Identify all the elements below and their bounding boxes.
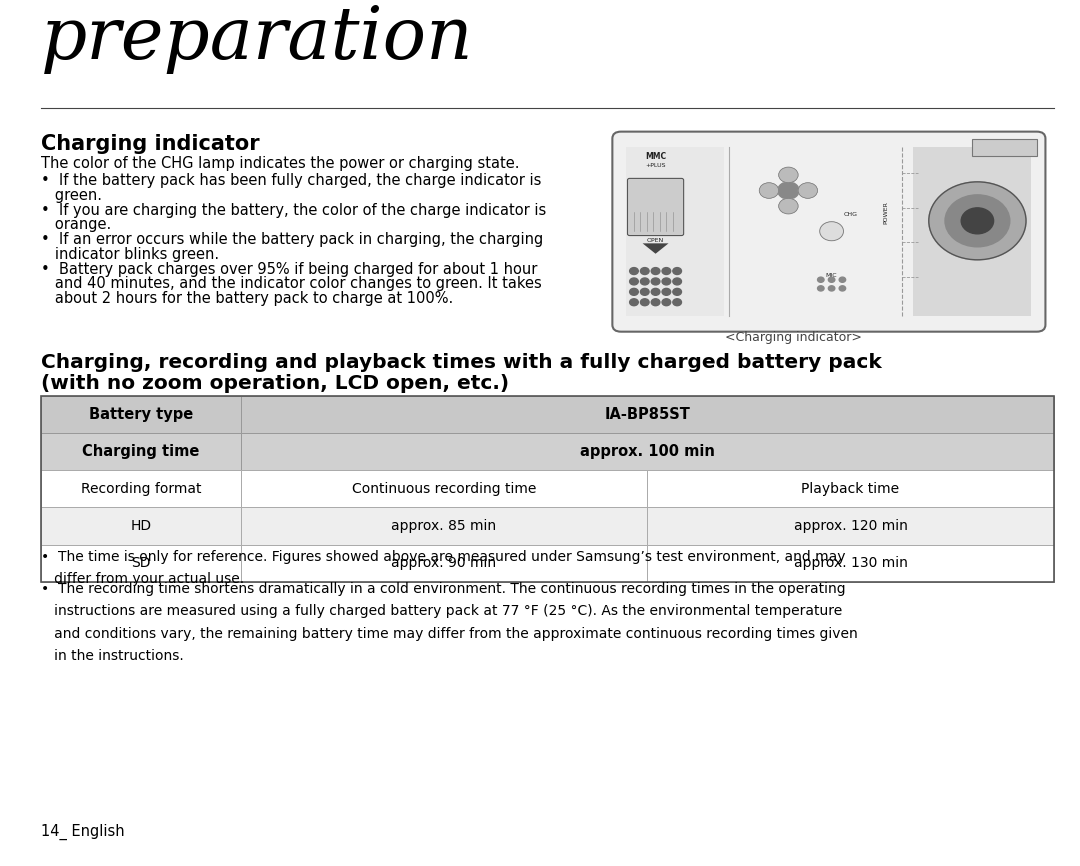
Bar	[41, 507, 241, 545]
Text: POWER: POWER	[883, 201, 888, 223]
Text: and 40 minutes, and the indicator color changes to green. It takes: and 40 minutes, and the indicator color …	[41, 276, 542, 291]
Text: instructions are measured using a fully charged battery pack at 77 °F (25 °C). A: instructions are measured using a fully …	[41, 604, 842, 618]
Text: 14_ English: 14_ English	[41, 824, 124, 840]
Circle shape	[651, 278, 660, 285]
Circle shape	[673, 288, 681, 295]
Bar	[41, 545, 241, 582]
Circle shape	[630, 278, 638, 285]
Text: orange.: orange.	[41, 217, 111, 232]
FancyBboxPatch shape	[612, 132, 1045, 332]
Polygon shape	[643, 243, 669, 254]
Bar	[647, 470, 1054, 507]
Circle shape	[640, 288, 649, 295]
Bar	[972, 139, 1037, 156]
Text: +PLUS: +PLUS	[646, 163, 665, 168]
Text: indicator blinks green.: indicator blinks green.	[41, 247, 219, 262]
Circle shape	[640, 268, 649, 275]
Circle shape	[651, 299, 660, 306]
Circle shape	[673, 278, 681, 285]
Bar	[241, 433, 1054, 470]
Text: Playback time: Playback time	[801, 481, 900, 496]
Text: approx. 100 min: approx. 100 min	[580, 444, 715, 459]
Text: CHG: CHG	[845, 212, 858, 217]
Text: approx. 85 min: approx. 85 min	[391, 519, 497, 533]
Text: about 2 hours for the battery pack to charge at 100%.: about 2 hours for the battery pack to ch…	[41, 291, 454, 306]
Text: Charging, recording and playback times with a fully charged battery pack: Charging, recording and playback times w…	[41, 353, 881, 372]
Circle shape	[662, 268, 671, 275]
Bar	[241, 470, 647, 507]
Bar	[241, 507, 647, 545]
Text: •  The recording time shortens dramatically in a cold environment. The continuou: • The recording time shortens dramatical…	[41, 582, 846, 596]
Circle shape	[779, 167, 798, 183]
Text: IA-BP85ST: IA-BP85ST	[605, 407, 690, 422]
Circle shape	[839, 286, 846, 291]
Text: The color of the CHG lamp indicates the power or charging state.: The color of the CHG lamp indicates the …	[41, 156, 519, 171]
Circle shape	[759, 183, 779, 198]
Circle shape	[945, 195, 1010, 247]
Circle shape	[640, 299, 649, 306]
Text: approx. 90 min: approx. 90 min	[391, 556, 497, 571]
Text: Battery type: Battery type	[89, 407, 193, 422]
Bar	[626, 147, 724, 316]
Circle shape	[662, 288, 671, 295]
Text: HD: HD	[131, 519, 151, 533]
Text: Recording format: Recording format	[81, 481, 201, 496]
Circle shape	[630, 288, 638, 295]
Circle shape	[630, 299, 638, 306]
Text: in the instructions.: in the instructions.	[41, 650, 184, 663]
Circle shape	[662, 278, 671, 285]
Circle shape	[673, 299, 681, 306]
Circle shape	[929, 182, 1026, 260]
Text: and conditions vary, the remaining battery time may differ from the approximate : and conditions vary, the remaining batte…	[41, 627, 858, 641]
Text: preparation: preparation	[41, 3, 474, 74]
Circle shape	[798, 183, 818, 198]
Circle shape	[818, 277, 824, 282]
Text: approx. 120 min: approx. 120 min	[794, 519, 907, 533]
FancyBboxPatch shape	[627, 178, 684, 236]
Text: •  If the battery pack has been fully charged, the charge indicator is: • If the battery pack has been fully cha…	[41, 173, 541, 188]
Circle shape	[651, 288, 660, 295]
Circle shape	[839, 277, 846, 282]
Bar	[647, 545, 1054, 582]
Text: •  If you are charging the battery, the color of the charge indicator is: • If you are charging the battery, the c…	[41, 203, 546, 217]
Circle shape	[651, 268, 660, 275]
Circle shape	[630, 268, 638, 275]
Bar	[647, 507, 1054, 545]
Circle shape	[779, 198, 798, 214]
Text: SD: SD	[131, 556, 151, 571]
Text: •  If an error occurs while the battery pack in charging, the charging: • If an error occurs while the battery p…	[41, 232, 543, 247]
Text: •  The time is only for reference. Figures showed above are measured under Samsu: • The time is only for reference. Figure…	[41, 550, 846, 564]
Bar	[241, 396, 1054, 433]
Circle shape	[828, 277, 835, 282]
Text: MIC: MIC	[826, 273, 837, 278]
Text: Continuous recording time: Continuous recording time	[352, 481, 536, 496]
Text: approx. 130 min: approx. 130 min	[794, 556, 907, 571]
Text: Charging indicator: Charging indicator	[41, 134, 259, 154]
Text: <Charging indicator>: <Charging indicator>	[726, 331, 862, 344]
Text: •  Battery pack charges over 95% if being charged for about 1 hour: • Battery pack charges over 95% if being…	[41, 262, 538, 276]
Circle shape	[820, 222, 843, 241]
Bar	[41, 433, 241, 470]
Circle shape	[828, 286, 835, 291]
Text: OPEN: OPEN	[647, 238, 664, 243]
Text: differ from your actual use.: differ from your actual use.	[41, 572, 244, 586]
Bar	[241, 545, 647, 582]
Bar	[41, 470, 241, 507]
Text: green.: green.	[41, 188, 102, 203]
Bar	[41, 396, 241, 433]
Bar	[41, 396, 1054, 582]
Circle shape	[818, 286, 824, 291]
Circle shape	[662, 299, 671, 306]
Text: (with no zoom operation, LCD open, etc.): (with no zoom operation, LCD open, etc.)	[41, 374, 509, 393]
Bar	[913, 147, 1031, 316]
Circle shape	[961, 208, 994, 234]
Circle shape	[778, 182, 799, 199]
Circle shape	[673, 268, 681, 275]
Text: MMC: MMC	[645, 152, 666, 160]
Circle shape	[640, 278, 649, 285]
Text: Charging time: Charging time	[82, 444, 200, 459]
